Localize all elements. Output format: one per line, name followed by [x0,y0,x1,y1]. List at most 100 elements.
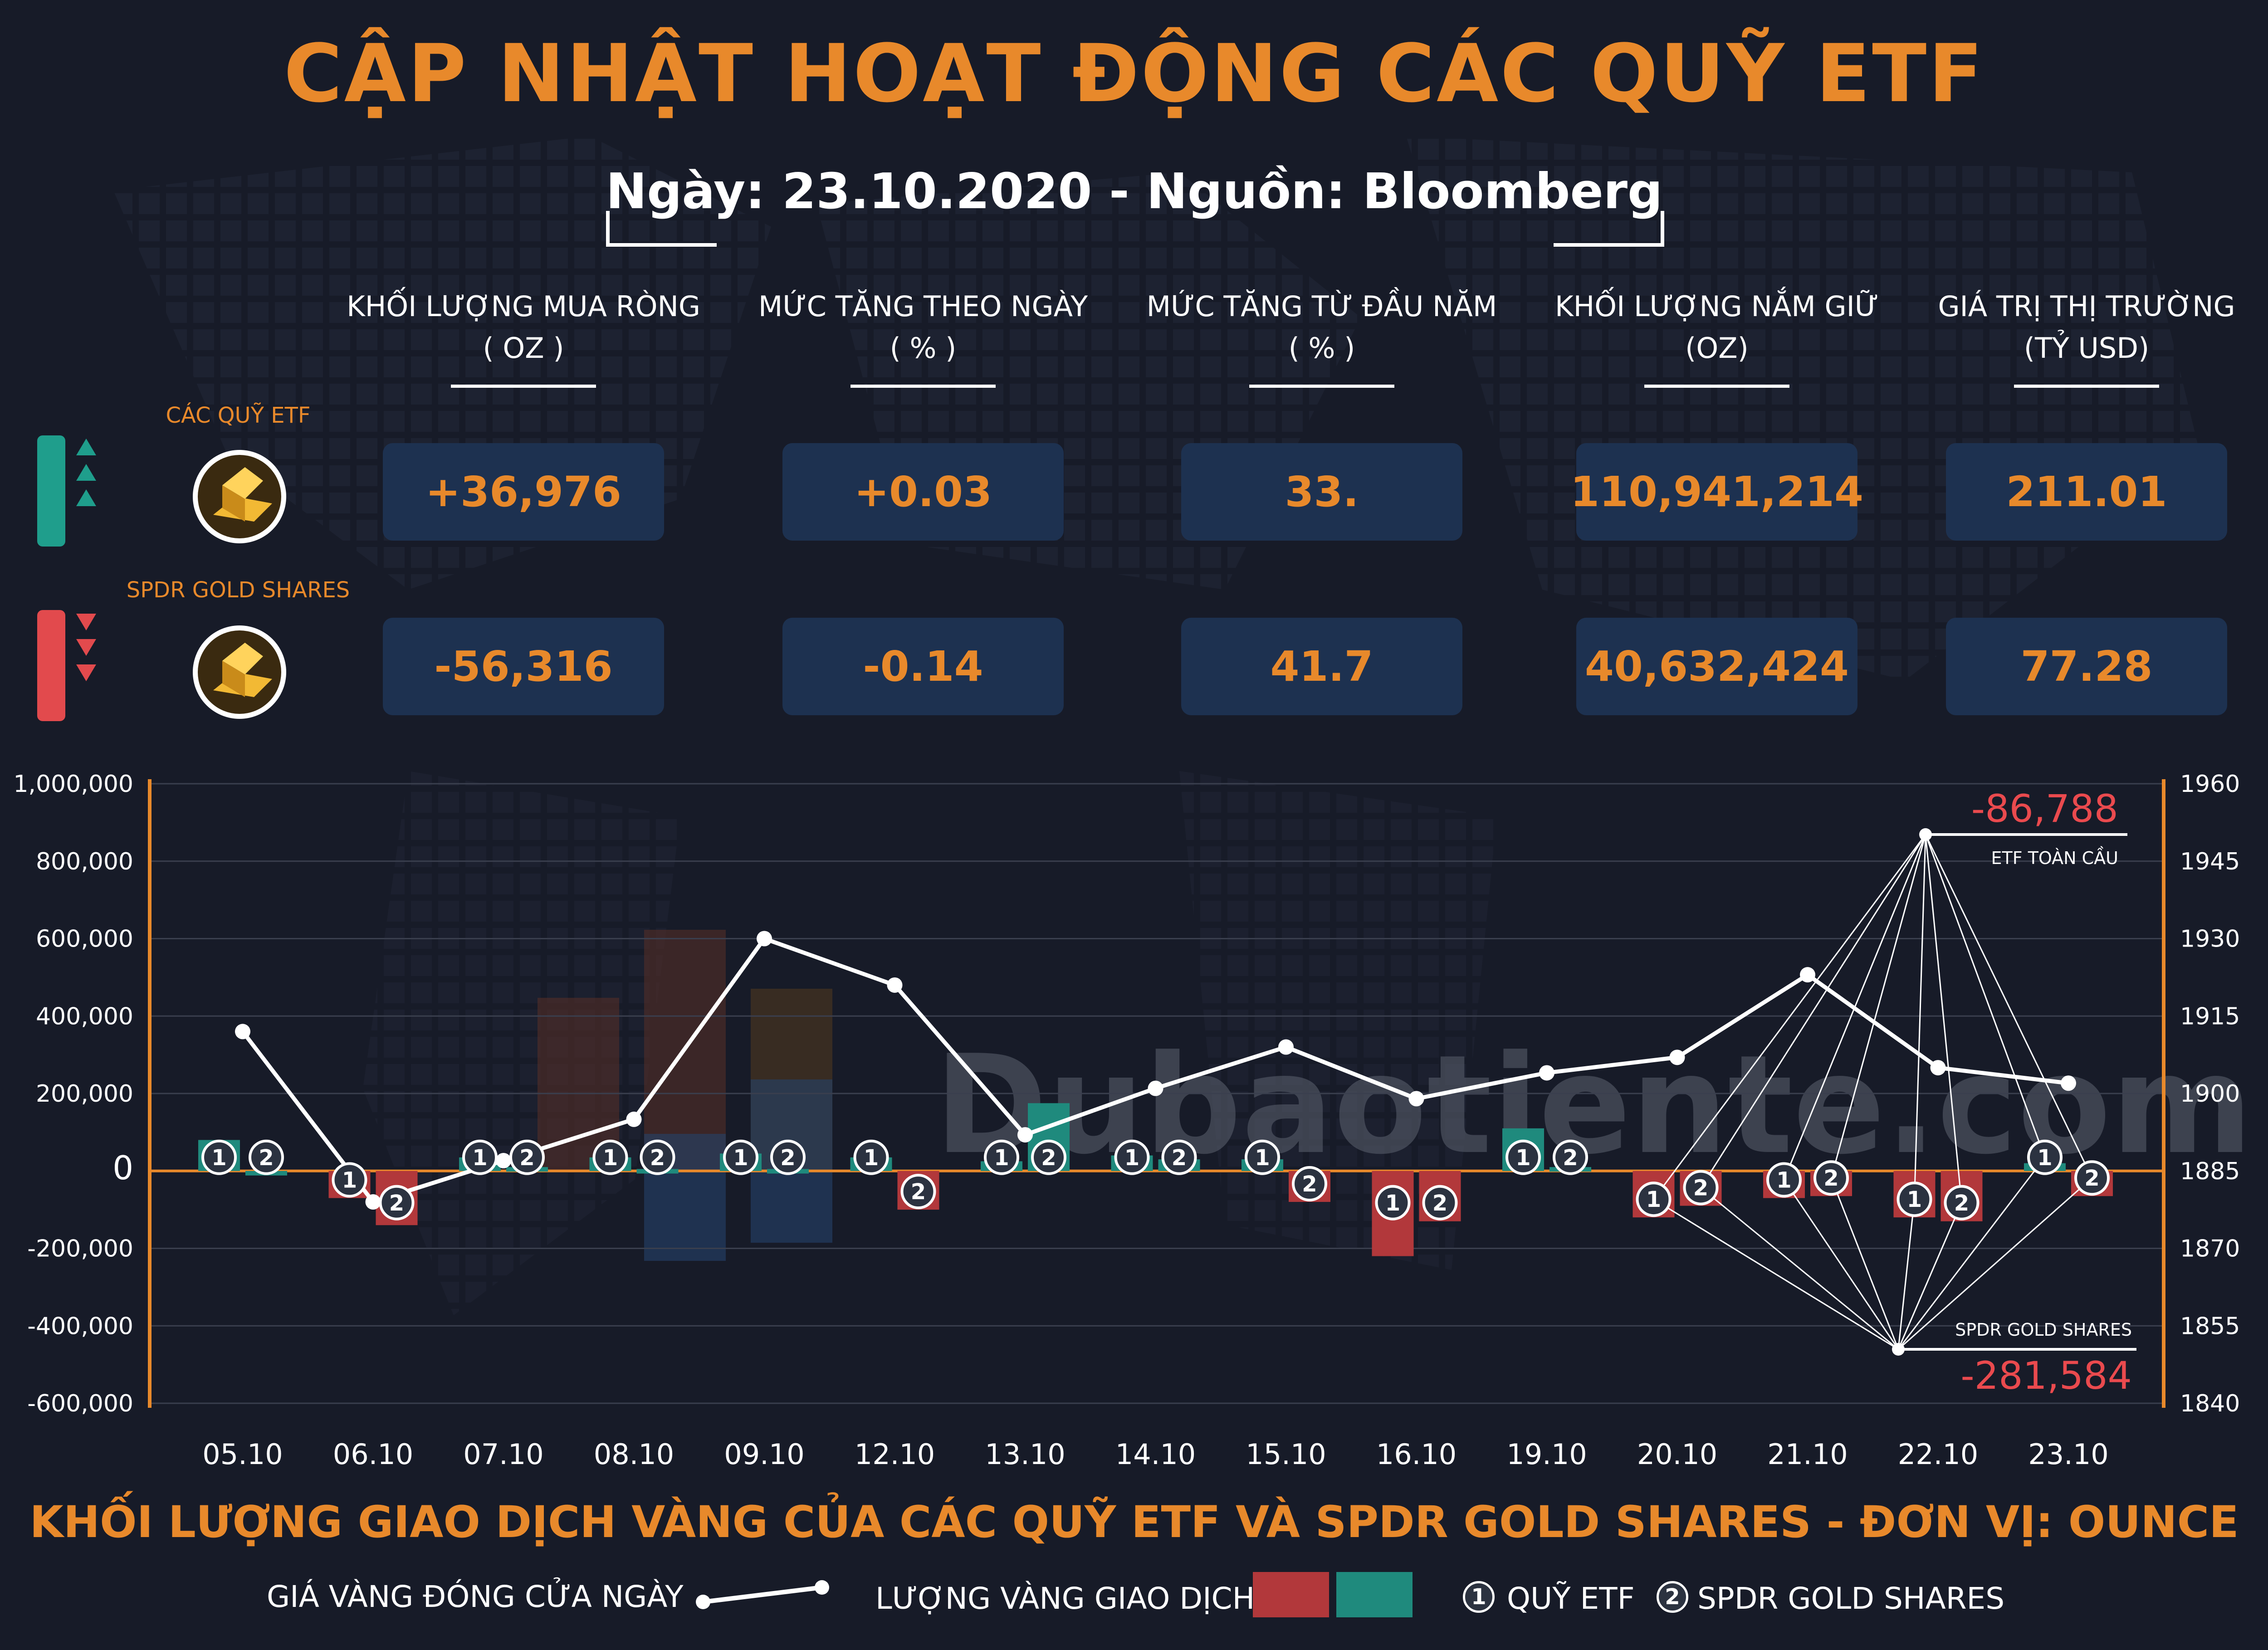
marker-spdr [509,1139,545,1175]
gold-price-point [1539,1065,1554,1081]
left-axis-tick-label: -400,000 [27,1313,133,1340]
watermark: Dubaotiente.com [538,930,2253,1261]
column-header-unit: ( % ) [1288,332,1355,365]
marker-etf-label: 1 [994,1145,1009,1171]
annotation-spdr-label: SPDR GOLD SHARES [1955,1320,2132,1340]
gold-price-point [2061,1075,2076,1091]
column-header-label: MỨC TĂNG TỪ ĐẦU NĂM [1146,290,1497,323]
gold-price-point [887,977,903,993]
column-header-unit: (OZ) [1685,332,1749,365]
x-axis-tick-label: 13.10 [985,1438,1066,1471]
marker-spdr-label: 2 [1693,1176,1708,1201]
marker-etf-label: 1 [1385,1191,1400,1216]
marker-etf-label: 1 [864,1145,879,1171]
marker-etf [592,1139,628,1175]
gold-price-point [235,1024,250,1040]
stat-etf-market-value: 211.01 [1946,443,2227,541]
legend-marker-1: 1 [1463,1581,1495,1613]
x-axis-tick-label: 20.10 [1637,1438,1718,1471]
marker-spdr-label: 2 [1954,1191,1969,1216]
legend-line-label: GIÁ VÀNG ĐÓNG CỬA NGÀY [267,1579,684,1614]
marker-etf [1114,1139,1150,1175]
marker-spdr-label: 2 [1563,1145,1578,1171]
column-header-holdings: KHỐI LƯỢNG NẮM GIỮ (OZ) [1513,286,1921,388]
leader-line [1830,834,1926,1178]
marker-spdr [1553,1139,1588,1175]
column-header-label: MỨC TĂNG THEO NGÀY [758,290,1088,323]
column-header-underline [850,385,996,388]
column-header-daily-change: MỨC TĂNG THEO NGÀY ( % ) [719,286,1127,388]
leader-line [1653,1198,1899,1350]
gold-bar-icon [193,625,286,719]
marker-etf [1245,1139,1280,1175]
gold-etf-chart: Dubaotiente.com 1,000,000 800,000 600,000 4… [13,771,2253,1471]
marker-spdr [640,1139,675,1175]
x-axis-tick-label: 06.10 [333,1438,414,1471]
marker-spdr [2074,1160,2110,1196]
column-header-unit: ( OZ ) [483,332,564,365]
column-header-label: KHỐI LƯỢNG NẮM GIỮ [1554,290,1879,323]
marker-etf-label: 1 [1255,1145,1270,1171]
marker-etf [332,1162,367,1198]
left-axis-tick-label: -600,000 [27,1390,133,1417]
x-axis-tick-label: 05.10 [202,1438,283,1471]
x-axis-tick-label: 15.10 [1246,1438,1326,1471]
marker-spdr-label: 2 [1823,1166,1838,1191]
right-axis-tick-label: 1915 [2180,1003,2240,1030]
legend-marker-2: 2 [1657,1581,1688,1613]
marker-etf-label: 1 [1515,1145,1530,1171]
marker-spdr [1813,1160,1849,1196]
gold-price-point [365,1194,381,1210]
x-axis-tick-label: 12.10 [855,1438,935,1471]
gold-price-point [757,931,772,947]
marker-etf-label: 1 [1776,1168,1791,1193]
column-header-unit: ( % ) [890,332,957,365]
marker-spdr-label: 2 [650,1145,665,1171]
marker-spdr-label: 2 [519,1145,534,1171]
leader-line [1897,1202,1962,1350]
marker-spdr-label: 2 [1172,1145,1187,1171]
x-axis-tick-label: 09.10 [724,1438,805,1471]
left-axis-tick-label: -200,000 [27,1235,133,1263]
legend-line-swatch [696,1580,829,1609]
marker-spdr-label: 2 [2084,1166,2099,1191]
stat-spdr-holdings: 40,632,424 [1576,618,1857,715]
leader-line [1700,834,1926,1188]
left-axis-tick-label: 400,000 [36,1003,133,1030]
marker-etf-label: 1 [733,1145,748,1171]
column-header-underline [2014,385,2159,388]
column-header-label: KHỐI LƯỢNG MUA RÒNG [347,290,700,323]
leader-line [1898,1177,2092,1350]
x-axis-tick-label: 23.10 [2028,1438,2109,1471]
marker-etf [853,1139,889,1175]
right-axis-tick-label: 1885 [2180,1158,2240,1185]
marker-etf [1897,1181,1932,1217]
marker-spdr-label: 2 [911,1179,926,1205]
left-axis-tick-label: 800,000 [36,848,133,875]
marker-etf-label: 1 [1907,1187,1922,1212]
right-axis-tick-label: 1945 [2180,848,2240,875]
marker-etf-label: 1 [603,1145,618,1171]
marker-spdr-label: 2 [1432,1191,1447,1216]
x-axis-tick-label: 21.10 [1767,1438,1848,1471]
marker-etf [1375,1185,1411,1220]
marker-etf [1766,1162,1802,1198]
marker-etf [1505,1139,1541,1175]
annotation-spdr-value: -281,584 [1960,1353,2132,1398]
chart-caption: KHỐI LƯỢNG GIAO DỊCH VÀNG CỦA CÁC QUỸ ET… [29,1497,2239,1547]
marker-spdr-label: 2 [780,1145,795,1171]
column-header-net-volume: KHỐI LƯỢNG MUA RÒNG ( OZ ) [319,286,728,388]
left-axis-tick-label: 0 [112,1149,133,1187]
marker-spdr [1292,1166,1327,1202]
row-label-spdr: SPDR GOLD SHARES [126,577,350,603]
row-label-etf: CÁC QUỸ ETF [166,403,311,428]
legend-positive-swatch [1336,1572,1413,1617]
right-axis-tick-label: 1840 [2180,1390,2240,1417]
stat-spdr-market-value: 77.28 [1946,618,2227,715]
annotation-hub [1892,1343,1905,1356]
stat-etf-daily-change: +0.03 [782,443,1064,541]
marker-etf-label: 1 [2037,1145,2052,1171]
marker-spdr-label: 2 [1041,1145,1056,1171]
right-axis-tick-label: 1960 [2180,771,2240,798]
